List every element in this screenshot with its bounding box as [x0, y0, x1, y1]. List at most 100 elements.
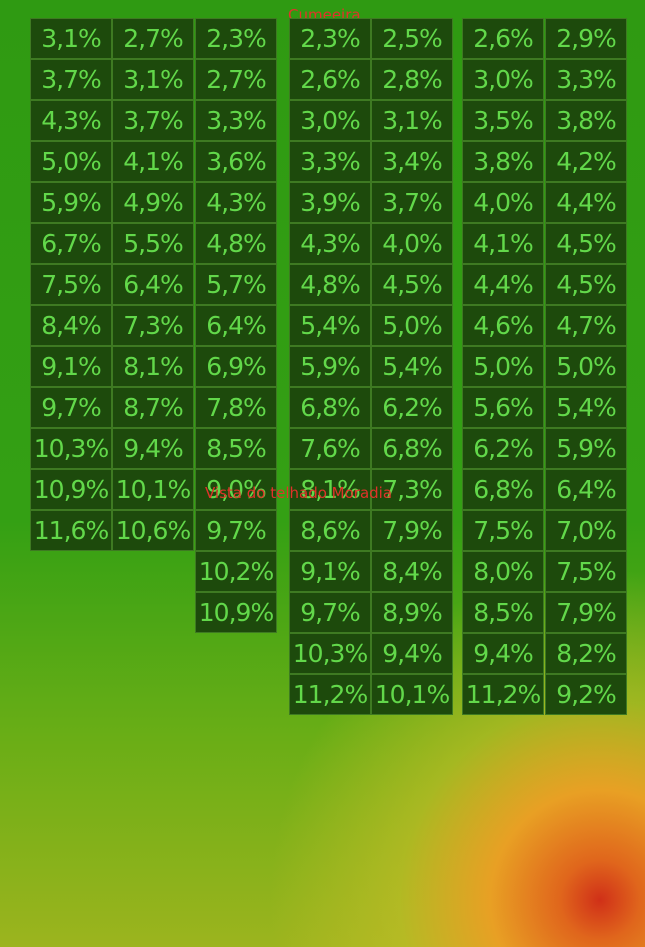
value-cell: 5,9%: [545, 428, 627, 469]
value-cell: 3,1%: [371, 100, 453, 141]
value-cell: 4,6%: [462, 305, 544, 346]
value-cell: 8,5%: [462, 592, 544, 633]
value-cell: 6,7%: [30, 223, 112, 264]
value-cell: 2,3%: [289, 18, 371, 59]
value-cell: 3,7%: [30, 59, 112, 100]
value-cell: 9,4%: [112, 428, 194, 469]
value-cell: 3,4%: [371, 141, 453, 182]
value-cell: 7,5%: [30, 264, 112, 305]
value-cell: 2,9%: [545, 18, 627, 59]
value-cell: 8,1%: [289, 469, 371, 510]
value-cell: 7,5%: [545, 551, 627, 592]
value-cell: 5,5%: [112, 223, 194, 264]
value-cell: 4,3%: [195, 182, 277, 223]
value-cell: 4,4%: [545, 182, 627, 223]
value-cell: 3,3%: [195, 100, 277, 141]
value-cell: 4,7%: [545, 305, 627, 346]
value-cell: 5,0%: [462, 346, 544, 387]
value-cell: 10,6%: [112, 510, 194, 551]
value-cell: 7,0%: [545, 510, 627, 551]
value-cell: 6,8%: [289, 387, 371, 428]
value-cell: 4,2%: [545, 141, 627, 182]
value-cell: 11,2%: [462, 674, 544, 715]
value-cell: 8,2%: [545, 633, 627, 674]
value-cell: 8,4%: [30, 305, 112, 346]
value-cell: 8,7%: [112, 387, 194, 428]
value-cell: 6,8%: [462, 469, 544, 510]
value-cell: 4,5%: [545, 223, 627, 264]
value-cell: 3,0%: [289, 100, 371, 141]
value-cell: 3,3%: [289, 141, 371, 182]
value-cell: 9,0%: [195, 469, 277, 510]
value-cell: 5,9%: [30, 182, 112, 223]
value-cell: 9,7%: [30, 387, 112, 428]
value-cell: 3,8%: [462, 141, 544, 182]
value-cell: 10,1%: [371, 674, 453, 715]
value-cell: 2,7%: [195, 59, 277, 100]
value-cell: 2,8%: [371, 59, 453, 100]
value-cell: 3,6%: [195, 141, 277, 182]
value-cell: 6,2%: [371, 387, 453, 428]
value-cell: 5,6%: [462, 387, 544, 428]
value-cell: 4,5%: [371, 264, 453, 305]
value-cell: 9,7%: [195, 510, 277, 551]
value-cell: 2,6%: [289, 59, 371, 100]
value-cell: 11,2%: [289, 674, 371, 715]
value-cell: 3,5%: [462, 100, 544, 141]
value-cell: 8,4%: [371, 551, 453, 592]
value-cell: 10,3%: [289, 633, 371, 674]
value-cell: 4,1%: [462, 223, 544, 264]
value-cell: 10,2%: [195, 551, 277, 592]
value-cell: 7,3%: [371, 469, 453, 510]
value-cell: 7,9%: [371, 510, 453, 551]
value-cell: 10,3%: [30, 428, 112, 469]
value-cell: 3,7%: [112, 100, 194, 141]
value-cell: 9,1%: [30, 346, 112, 387]
value-cell: 4,5%: [545, 264, 627, 305]
value-cell: 8,5%: [195, 428, 277, 469]
value-cell: 8,9%: [371, 592, 453, 633]
value-cell: 3,8%: [545, 100, 627, 141]
value-cell: 9,2%: [545, 674, 627, 715]
value-cell: 7,8%: [195, 387, 277, 428]
value-cell: 10,1%: [112, 469, 194, 510]
value-cell: 4,8%: [195, 223, 277, 264]
value-cell: 6,8%: [371, 428, 453, 469]
value-cell: 7,5%: [462, 510, 544, 551]
value-cell: 4,0%: [462, 182, 544, 223]
value-cell: 4,8%: [289, 264, 371, 305]
value-cell: 3,1%: [30, 18, 112, 59]
value-cell: 9,4%: [371, 633, 453, 674]
value-cell: 5,4%: [371, 346, 453, 387]
value-cell: 6,4%: [545, 469, 627, 510]
value-cell: 3,9%: [289, 182, 371, 223]
value-cell: 5,0%: [545, 346, 627, 387]
value-cell: 4,3%: [30, 100, 112, 141]
value-cell: 4,0%: [371, 223, 453, 264]
value-cell: 5,4%: [289, 305, 371, 346]
value-cell: 2,6%: [462, 18, 544, 59]
value-cell: 5,4%: [545, 387, 627, 428]
value-cell: 5,0%: [371, 305, 453, 346]
value-cell: 2,7%: [112, 18, 194, 59]
value-cell: 9,1%: [289, 551, 371, 592]
value-cell: 4,3%: [289, 223, 371, 264]
value-cell: 5,0%: [30, 141, 112, 182]
value-cell: 10,9%: [195, 592, 277, 633]
value-cell: 4,1%: [112, 141, 194, 182]
value-cell: 6,4%: [195, 305, 277, 346]
value-cell: 3,0%: [462, 59, 544, 100]
middle-label: Vista do telhado Moradia: [205, 484, 393, 502]
value-cell: 6,4%: [112, 264, 194, 305]
value-cell: 2,5%: [371, 18, 453, 59]
value-cell: 3,1%: [112, 59, 194, 100]
value-cell: 9,7%: [289, 592, 371, 633]
value-cell: 5,7%: [195, 264, 277, 305]
value-cell: 8,1%: [112, 346, 194, 387]
value-cell: 9,4%: [462, 633, 544, 674]
value-cell: 7,6%: [289, 428, 371, 469]
value-cell: 4,4%: [462, 264, 544, 305]
value-cell: 7,3%: [112, 305, 194, 346]
value-cell: 4,9%: [112, 182, 194, 223]
